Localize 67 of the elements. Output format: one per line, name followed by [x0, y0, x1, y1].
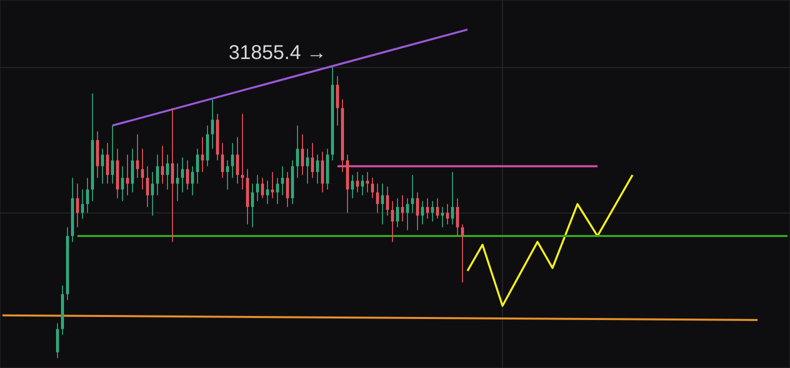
candlestick — [391, 200, 394, 242]
candlestick — [336, 76, 339, 126]
candlestick — [351, 174, 354, 199]
candlestick — [381, 183, 384, 225]
candlestick — [221, 142, 224, 178]
candlestick — [311, 142, 314, 178]
candlestick — [251, 183, 254, 228]
candlestick — [461, 224, 464, 284]
text: 31855.4 → — [228, 42, 326, 64]
candlestick — [86, 177, 89, 214]
candlestick — [241, 113, 244, 190]
candlestick — [321, 151, 324, 193]
candlestick — [456, 198, 459, 237]
candlestick — [266, 180, 269, 205]
candlestick — [276, 177, 279, 205]
candlestick — [211, 98, 214, 150]
candlestick — [301, 134, 304, 176]
candlestick — [166, 154, 169, 190]
candlestick — [286, 172, 289, 208]
candlestick — [396, 198, 399, 228]
candlestick — [411, 174, 414, 214]
candlestick — [81, 188, 84, 220]
candlestick — [426, 198, 429, 220]
candlestick — [156, 154, 159, 196]
candlestick — [196, 148, 199, 184]
candlestick — [271, 172, 274, 199]
candlestick — [136, 134, 139, 178]
candlestick — [131, 148, 134, 193]
candlestick — [151, 172, 154, 216]
candlestick — [376, 183, 379, 214]
candlestick — [56, 322, 59, 359]
candlestick — [176, 162, 179, 202]
candlestick — [121, 166, 124, 202]
candlestick — [76, 183, 79, 228]
candlestick — [421, 200, 424, 225]
candlestick — [226, 160, 229, 190]
candlestick — [191, 166, 194, 196]
candlestick — [161, 145, 164, 184]
candlestick — [356, 172, 359, 193]
candlestick — [101, 148, 104, 184]
candlestick — [371, 177, 374, 199]
candlestick — [236, 136, 239, 184]
candlestick — [186, 160, 189, 190]
candlestick — [281, 166, 284, 196]
candlestick — [141, 148, 144, 190]
candlestick — [431, 200, 434, 222]
candlestick — [316, 154, 319, 184]
candlestick — [146, 166, 149, 208]
candlestick — [306, 148, 309, 184]
candlestick — [296, 125, 299, 178]
candlestick — [416, 192, 419, 231]
candlestick — [201, 136, 204, 173]
candlestick — [406, 198, 409, 231]
candlestick — [171, 108, 174, 242]
candlestick — [261, 177, 264, 199]
candlestick — [361, 174, 364, 196]
candlestick — [231, 142, 234, 178]
candlestick — [401, 194, 404, 222]
candlestick — [106, 142, 109, 184]
candlestick — [446, 204, 449, 225]
candlestick — [451, 172, 454, 225]
candlestick — [111, 125, 114, 184]
candlestick — [181, 157, 184, 193]
candlestick — [256, 174, 259, 202]
candlestick — [126, 154, 129, 196]
candlestick — [436, 198, 439, 220]
candlestick — [386, 186, 389, 216]
